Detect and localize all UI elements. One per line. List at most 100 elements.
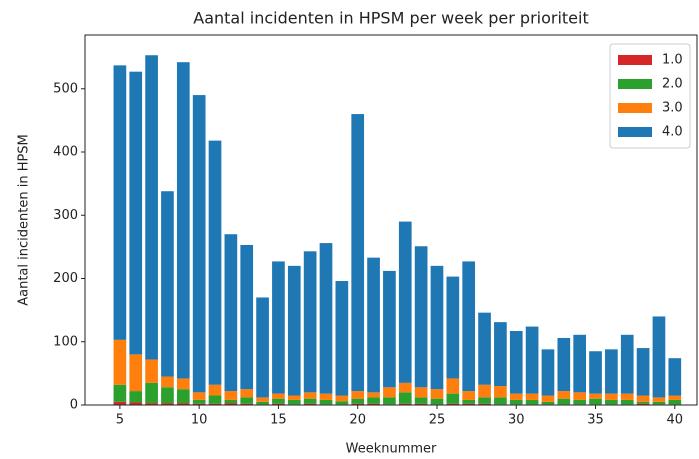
bar-segment: [636, 348, 650, 396]
legend-swatch: [618, 127, 652, 137]
y-tick-label: 400: [53, 145, 78, 160]
bar-segment: [367, 403, 380, 405]
bar-segment: [573, 334, 587, 393]
y-axis-label: Aantal incidenten in HPSM: [17, 134, 32, 306]
bar-segment: [557, 391, 571, 399]
bar-segment: [668, 399, 682, 405]
bar-segment: [287, 395, 301, 400]
y-tick-label: 200: [53, 271, 78, 286]
bar-segment: [636, 403, 650, 405]
bar-segment: [398, 392, 412, 404]
bar-segment: [161, 191, 174, 377]
bar-segment: [192, 403, 206, 405]
bar-segment: [605, 393, 618, 400]
bar-segment: [541, 401, 555, 405]
bar-segment: [446, 378, 460, 394]
bar-segment: [446, 276, 460, 379]
bar-segment: [509, 393, 523, 400]
bar-segment: [668, 395, 682, 400]
bar-segment: [478, 384, 491, 398]
bar-segment: [176, 389, 190, 404]
bar-segment: [652, 401, 666, 405]
bar-segment: [589, 398, 602, 405]
bar-segment: [240, 403, 254, 405]
bar-segment: [192, 392, 206, 400]
bar-segment: [351, 114, 365, 392]
bar-segment: [383, 397, 396, 405]
bar-segment: [192, 399, 206, 404]
bar-segment: [589, 393, 602, 399]
bar-segment: [335, 401, 349, 405]
bar-segment: [462, 399, 476, 404]
legend-label: 4.0: [662, 125, 683, 140]
bar-segment: [272, 261, 285, 394]
bar-segment: [398, 403, 412, 405]
plot-frame: [84, 34, 698, 406]
bar-segment: [351, 403, 365, 405]
bar-segment: [272, 398, 285, 404]
bar-segment: [605, 399, 618, 405]
bar-segment: [303, 251, 317, 393]
bar-segment: [303, 398, 317, 404]
bar-segment: [367, 392, 380, 398]
legend-label: 2.0: [662, 77, 683, 92]
bar-segment: [208, 395, 222, 404]
bar-segment: [224, 399, 238, 404]
bar-segment: [430, 265, 444, 390]
bar-segment: [509, 331, 523, 394]
bar-segment: [573, 399, 587, 405]
bar-segment: [145, 382, 158, 404]
bar-segment: [145, 403, 158, 405]
bar-segment: [383, 270, 396, 388]
bar-segment: [620, 334, 634, 394]
x-tick-label: 35: [587, 413, 604, 428]
bar-segment: [494, 322, 507, 387]
y-tick-label: 300: [53, 208, 78, 223]
x-tick-label: 5: [116, 413, 124, 428]
bar-segment: [620, 393, 634, 400]
bar-segment: [636, 395, 650, 402]
bar-segment: [478, 397, 491, 404]
bar-segment: [335, 395, 349, 402]
bar-segment: [319, 393, 333, 400]
bar-segment: [129, 402, 143, 405]
x-axis-label: Weeknummer: [346, 442, 437, 457]
bar-segment: [208, 403, 222, 405]
bar-segment: [509, 399, 523, 405]
bar-segment: [605, 349, 618, 394]
y-tick-label: 100: [53, 334, 78, 349]
bar-segment: [335, 281, 349, 396]
bar-segment: [224, 403, 238, 405]
bar-segment: [525, 399, 539, 405]
x-tick-label: 10: [191, 413, 208, 428]
bar-segment: [367, 397, 380, 404]
bar-segment: [113, 65, 127, 340]
bar-segment: [319, 243, 333, 394]
bar-segment: [462, 403, 476, 405]
bar-segment: [398, 221, 412, 383]
bar-segment: [129, 354, 143, 392]
bar-segment: [176, 62, 190, 379]
bar-segment: [240, 389, 254, 398]
bar-segment: [462, 391, 476, 400]
bar-segment: [414, 403, 428, 405]
bar-segment: [240, 244, 254, 390]
legend-label: 3.0: [662, 101, 683, 116]
bar-segment: [351, 391, 365, 399]
bar-segment: [589, 351, 602, 394]
bar-segment: [541, 349, 555, 396]
legend-label: 1.0: [662, 53, 683, 68]
bar-segment: [636, 401, 650, 404]
bar-segment: [113, 384, 127, 402]
bar-segment: [620, 399, 634, 405]
bar-segment: [161, 403, 174, 405]
bar-segment: [557, 337, 571, 392]
bar-segment: [462, 261, 476, 392]
bar-segment: [303, 392, 317, 399]
bar-segment: [129, 71, 143, 355]
bar-segment: [176, 403, 190, 405]
bar-segment: [494, 397, 507, 405]
x-tick-label: 25: [429, 413, 446, 428]
bar-segment: [176, 378, 190, 390]
